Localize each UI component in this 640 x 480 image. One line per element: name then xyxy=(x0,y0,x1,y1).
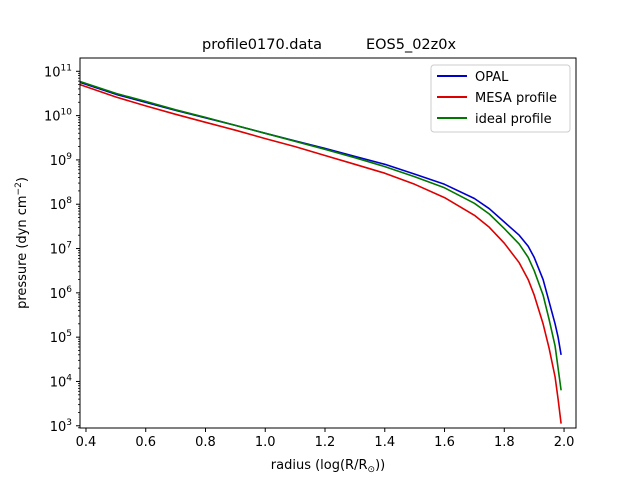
y-tick-label: 108 xyxy=(50,196,73,213)
series-line-ideal-profile xyxy=(79,80,562,391)
chart-title: profile0170.data EOS5_02z0x xyxy=(202,37,456,53)
y-tick-label: 109 xyxy=(50,152,73,169)
legend-box xyxy=(430,64,571,133)
legend-label-opal: OPAL xyxy=(475,70,509,85)
plot-frame xyxy=(79,57,577,429)
y-axis-label-sup: −2 xyxy=(14,182,24,195)
x-axis-label: radius (log(R/R⊙)) xyxy=(271,458,385,475)
legend-label-ideal: ideal profile xyxy=(475,112,552,127)
x-axis-label-sub: ⊙ xyxy=(368,465,376,475)
x-tick-label: 0.4 xyxy=(76,435,97,450)
chart-title-right: EOS5_02z0x xyxy=(366,37,457,53)
y-tick-label: 1010 xyxy=(44,108,72,125)
ticks-layer: 0.4 0.6 0.8 1.0 1.2 1.4 1.6 1.8 2.0 103 104 105 106 1… xyxy=(44,63,574,450)
series-line-mesa-profile xyxy=(79,83,562,424)
y-tick-label: 107 xyxy=(50,241,72,258)
x-tick-label: 1.6 xyxy=(434,435,455,450)
chart-title-left: profile0170.data xyxy=(202,37,322,53)
legend: OPAL MESA profile ideal profile xyxy=(430,64,571,133)
x-tick-label: 0.8 xyxy=(195,435,216,450)
x-tick-label: 2.0 xyxy=(554,435,575,450)
y-tick-label: 106 xyxy=(50,285,73,302)
y-tick-label: 105 xyxy=(50,329,72,346)
x-tick-label: 0.6 xyxy=(135,435,156,450)
x-tick-label: 1.8 xyxy=(494,435,515,450)
y-tick-label: 103 xyxy=(50,418,72,435)
y-axis-label: pressure (dyn cm−2) xyxy=(14,177,30,309)
legend-label-mesa: MESA profile xyxy=(475,91,557,106)
x-tick-label: 1.0 xyxy=(255,435,276,450)
x-tick-label: 1.2 xyxy=(315,435,336,450)
x-tick-label: 1.4 xyxy=(374,435,395,450)
y-tick-label: 1011 xyxy=(44,63,72,80)
series-layer xyxy=(79,80,562,424)
y-tick-label: 104 xyxy=(50,373,73,390)
